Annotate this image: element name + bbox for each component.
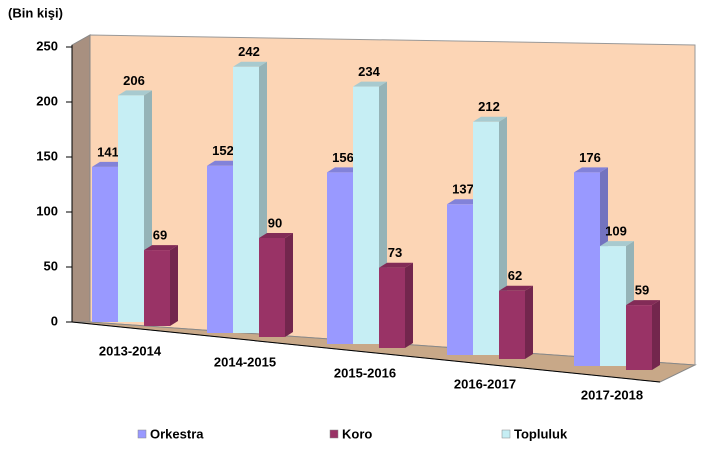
bar xyxy=(473,121,499,355)
data-label: 59 xyxy=(635,283,649,298)
legend-swatch xyxy=(501,429,511,439)
bar xyxy=(92,166,118,322)
legend-swatch xyxy=(329,429,339,439)
data-label: 234 xyxy=(358,64,380,79)
bar xyxy=(379,267,405,348)
bar-top xyxy=(499,285,533,291)
bar xyxy=(144,250,170,326)
data-label: 69 xyxy=(153,228,167,243)
data-label: 242 xyxy=(238,44,260,59)
bar-top xyxy=(379,262,413,268)
y-tick-label: 50 xyxy=(44,258,58,273)
data-label: 212 xyxy=(478,99,500,114)
bar xyxy=(499,290,525,359)
x-tick-label: 2017-2018 xyxy=(581,387,643,402)
bar-side xyxy=(652,300,660,370)
y-tick-label: 250 xyxy=(36,38,58,53)
y-tick-label: 150 xyxy=(36,148,58,163)
bar-top xyxy=(447,199,481,205)
bar-top xyxy=(473,116,507,122)
bar xyxy=(574,172,600,366)
bar xyxy=(259,238,285,337)
bar xyxy=(327,172,353,344)
bar-top xyxy=(626,300,660,306)
bar-top xyxy=(233,61,267,67)
y-tick-label: 200 xyxy=(36,93,58,108)
bar xyxy=(118,95,144,323)
bar xyxy=(447,204,473,355)
data-label: 152 xyxy=(212,143,234,158)
data-label: 156 xyxy=(332,150,354,165)
bar-top xyxy=(574,167,608,173)
bar-top xyxy=(144,245,178,251)
bar-side xyxy=(405,262,413,348)
data-label: 137 xyxy=(452,182,474,197)
y-tick-label: 100 xyxy=(36,203,58,218)
bar-side xyxy=(285,233,293,337)
bar-top xyxy=(207,160,241,166)
data-label: 176 xyxy=(579,150,601,165)
x-axis xyxy=(71,321,661,383)
bar-top xyxy=(600,241,634,247)
data-label: 62 xyxy=(508,268,522,283)
data-label: 206 xyxy=(123,73,145,88)
legend-swatch xyxy=(137,429,147,439)
data-label: 73 xyxy=(388,245,402,260)
bar xyxy=(600,246,626,366)
data-label: 141 xyxy=(97,144,119,159)
data-label: 109 xyxy=(605,224,627,239)
x-tick-label: 2014-2015 xyxy=(214,354,276,369)
bar-top xyxy=(92,161,126,167)
legend-label: Orkestra xyxy=(150,426,204,441)
bar-top xyxy=(118,90,152,96)
bar-side xyxy=(525,285,533,359)
x-tick-label: 2015-2016 xyxy=(334,365,396,380)
side-wall xyxy=(71,34,91,323)
bar-top xyxy=(353,81,387,87)
x-tick-label: 2013-2014 xyxy=(99,343,162,358)
data-label: 90 xyxy=(268,215,282,230)
legend-label: Koro xyxy=(342,426,372,441)
x-tick-label: 2016-2017 xyxy=(454,376,516,391)
bar xyxy=(207,165,233,333)
y-tick-label: 0 xyxy=(51,313,58,328)
bar-top xyxy=(259,233,293,238)
bar xyxy=(233,66,259,334)
legend-label: Topluluk xyxy=(514,426,568,441)
bar-top xyxy=(327,167,361,173)
bar xyxy=(353,86,379,344)
bar-side xyxy=(170,245,178,326)
y-axis-label: (Bin kişi) xyxy=(8,5,63,20)
bar xyxy=(626,305,652,370)
